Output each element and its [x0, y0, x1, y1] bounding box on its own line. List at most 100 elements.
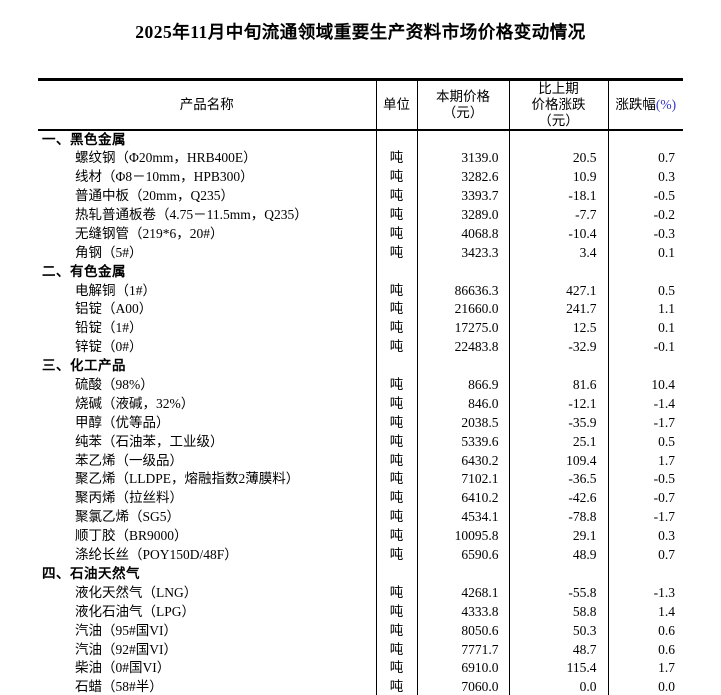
table-body: 一、黑色金属 螺纹钢（Φ20mm，HRB400E）吨 3139.0 20.5 0.7 线材… [38, 129, 683, 695]
section-row: 一、黑色金属 [38, 129, 683, 149]
price-cell: 7771.7 [416, 639, 509, 659]
unit-cell: 吨 [375, 394, 417, 414]
col-header-change-line3: （元） [538, 112, 579, 128]
change-cell: -42.6 [508, 488, 608, 508]
product-name-cell: 聚乙烯（LLDPE，熔融指数2薄膜料） [75, 471, 300, 487]
price-cell: 7102.1 [416, 469, 509, 489]
pct-cell: 0.6 [607, 639, 683, 659]
pct-cell: -0.2 [607, 205, 683, 225]
col-header-pct: 涨跌幅(%) [607, 79, 683, 131]
pct-cell: -0.3 [607, 224, 683, 244]
pct-cell: -0.5 [607, 186, 683, 206]
change-cell: 0.0 [508, 677, 608, 695]
product-row: 顺丁胶（BR9000） 吨 10095.8 29.1 0.3 [38, 526, 683, 546]
product-name-cell: 铝锭（A00） [75, 301, 153, 317]
pct-cell: -0.1 [607, 337, 683, 357]
pct-cell [607, 129, 683, 149]
unit-cell [375, 262, 417, 281]
price-cell: 86636.3 [416, 280, 509, 300]
price-cell: 3139.0 [416, 148, 509, 168]
change-cell: -32.9 [508, 337, 608, 357]
change-cell: -35.9 [508, 413, 608, 433]
product-row: 硫酸（98%） 吨 866.9 81.6 10.4 [38, 375, 683, 395]
pct-cell: 1.7 [607, 658, 683, 678]
price-cell [416, 356, 509, 376]
product-row: 汽油（95#国VI） 吨 8050.6 50.3 0.6 [38, 620, 683, 640]
price-cell: 3289.0 [416, 205, 509, 225]
pct-cell: 1.1 [607, 299, 683, 319]
product-row: 螺纹钢（Φ20mm，HRB400E） 吨 3139.0 20.5 0.7 [38, 148, 683, 168]
pct-cell: 0.0 [607, 677, 683, 695]
change-cell: -7.7 [508, 205, 608, 225]
unit-cell: 吨 [375, 299, 417, 319]
change-cell: 25.1 [508, 432, 608, 451]
pct-cell [607, 262, 683, 281]
pct-cell: 0.5 [607, 280, 683, 300]
product-row: 普通中板（20mm，Q235） 吨 3393.7 -18.1 -0.5 [38, 186, 683, 206]
price-cell: 6410.2 [416, 488, 509, 508]
change-cell: 241.7 [508, 299, 608, 319]
change-cell: -36.5 [508, 469, 608, 489]
product-row: 无缝钢管（219*6，20#） 吨 4068.8 -10.4 -0.3 [38, 224, 683, 244]
change-cell: 427.1 [508, 280, 608, 300]
unit-cell: 吨 [375, 526, 417, 546]
product-row: 液化天然气（LNG） 吨 4268.1 -55.8 -1.3 [38, 583, 683, 603]
price-cell: 3393.7 [416, 186, 509, 206]
col-header-pct-label: 涨跌幅 [615, 96, 656, 112]
change-cell: -18.1 [508, 186, 608, 206]
product-row: 烧碱（液碱，32%） 吨 846.0 -12.1 -1.4 [38, 394, 683, 414]
product-name-cell: 普通中板（20mm，Q235） [75, 188, 235, 204]
product-row: 液化石油气（LPG） 吨 4333.8 58.8 1.4 [38, 602, 683, 621]
unit-cell: 吨 [375, 243, 417, 262]
unit-cell: 吨 [375, 639, 417, 659]
unit-cell: 吨 [375, 450, 417, 470]
pct-cell: 10.4 [607, 375, 683, 395]
price-cell [416, 129, 509, 149]
price-cell: 6590.6 [416, 545, 509, 565]
col-header-product: 产品名称 [38, 79, 376, 131]
product-name-cell: 聚丙烯（拉丝料） [75, 490, 183, 506]
change-cell [508, 262, 608, 281]
price-cell: 6910.0 [416, 658, 509, 678]
unit-cell: 吨 [375, 469, 417, 489]
product-name-cell: 烧碱（液碱，32%） [75, 395, 195, 411]
header-row: 产品名称 单位 本期价格 （元） 比上期 价格涨跌 （元） 涨跌幅(%) [38, 79, 683, 131]
product-name-cell: 螺纹钢（Φ20mm，HRB400E） [75, 150, 257, 166]
product-name-cell: 聚氯乙烯（SG5） [75, 509, 181, 525]
product-row: 柴油（0#国VI） 吨 6910.0 115.4 1.7 [38, 658, 683, 678]
product-name-cell: 角钢（5#） [75, 244, 143, 260]
pct-cell: -0.7 [607, 488, 683, 508]
product-row: 线材（Φ8－10mm，HPB300） 吨 3282.6 10.9 0.3 [38, 167, 683, 187]
col-header-unit: 单位 [375, 79, 417, 131]
change-cell: -55.8 [508, 583, 608, 603]
product-row: 聚丙烯（拉丝料） 吨 6410.2 -42.6 -0.7 [38, 488, 683, 508]
unit-cell: 吨 [375, 507, 417, 527]
unit-cell: 吨 [375, 280, 417, 300]
product-name-cell: 铅锭（1#） [75, 320, 143, 336]
product-name-cell: 汽油（95#国VI） [75, 622, 177, 638]
price-cell: 5339.6 [416, 432, 509, 451]
price-cell: 17275.0 [416, 318, 509, 338]
unit-cell [375, 129, 417, 149]
price-cell: 10095.8 [416, 526, 509, 546]
section-row: 四、石油天然气 [38, 564, 683, 584]
product-name-cell: 液化天然气（LNG） [75, 584, 198, 600]
change-cell: -10.4 [508, 224, 608, 244]
unit-cell: 吨 [375, 186, 417, 206]
price-cell: 3423.3 [416, 243, 509, 262]
section-label: 一、黑色金属 [42, 131, 126, 147]
col-header-current-price-line2: （元） [442, 104, 484, 120]
product-row: 聚乙烯（LLDPE，熔融指数2薄膜料） 吨 7102.1 -36.5 -0.5 [38, 469, 683, 489]
price-cell: 8050.6 [416, 620, 509, 640]
product-name-cell: 涤纶长丝（POY150D/48F） [75, 547, 238, 563]
pct-cell: -0.5 [607, 469, 683, 489]
price-cell: 7060.0 [416, 677, 509, 695]
pct-cell: -1.3 [607, 583, 683, 603]
pct-cell [607, 356, 683, 376]
change-cell: 3.4 [508, 243, 608, 262]
change-cell: 10.9 [508, 167, 608, 187]
product-row: 铅锭（1#） 吨 17275.0 12.5 0.1 [38, 318, 683, 338]
change-cell: 12.5 [508, 318, 608, 338]
change-cell: -12.1 [508, 394, 608, 414]
unit-cell: 吨 [375, 658, 417, 678]
